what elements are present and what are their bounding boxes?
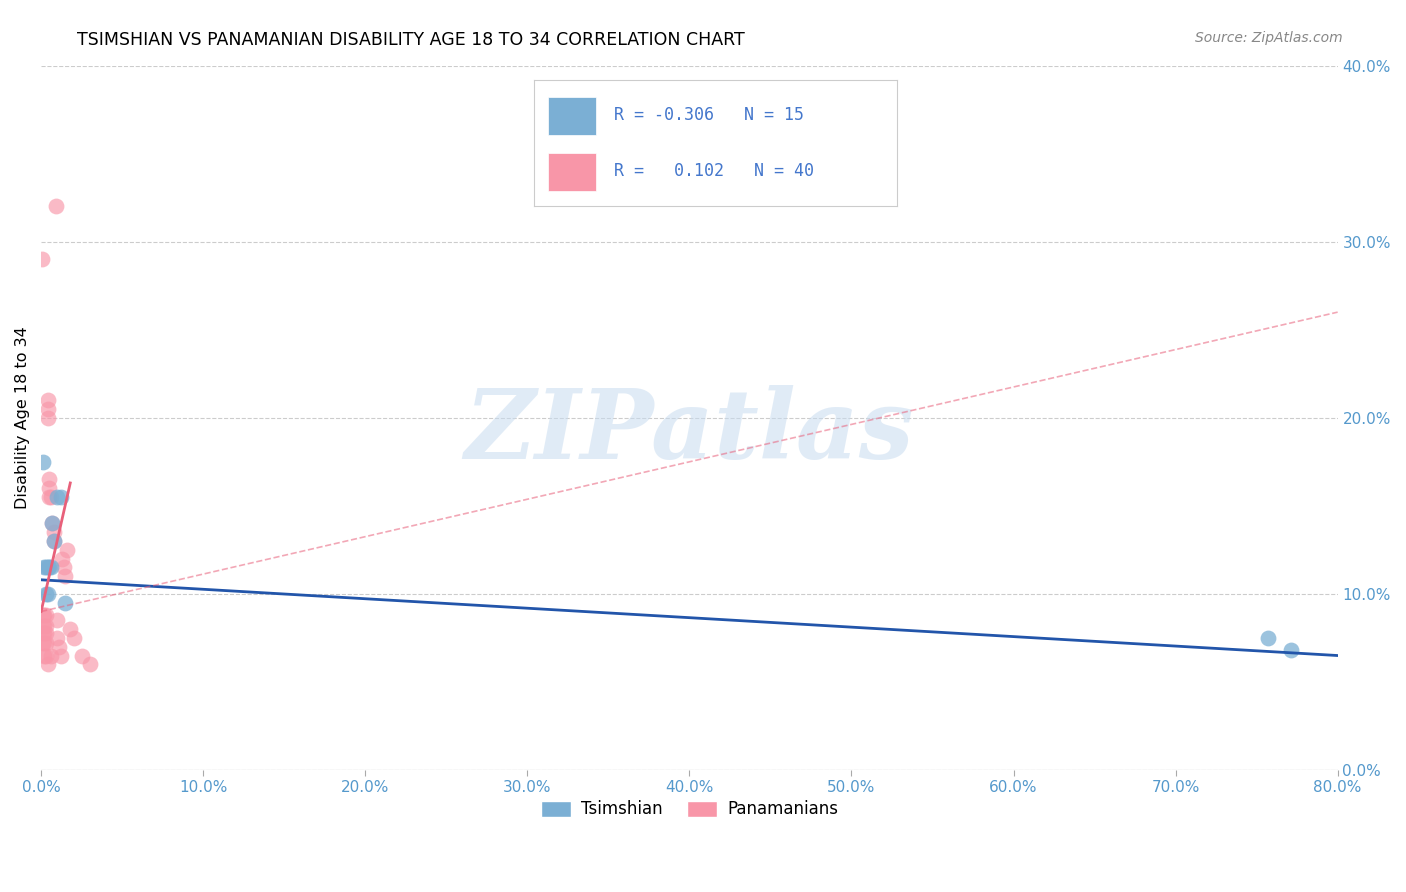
Text: ZIPatlas: ZIPatlas	[464, 384, 914, 479]
Point	[37, 410, 59, 425]
Point	[38, 472, 60, 486]
Point	[37, 402, 59, 417]
Point	[34, 636, 56, 650]
Point	[31, 618, 53, 632]
Point	[1257, 631, 1279, 645]
Point	[31, 607, 53, 622]
Y-axis label: Disability Age 18 to 34: Disability Age 18 to 34	[15, 326, 30, 509]
Point	[34, 648, 56, 663]
Point	[34, 560, 56, 574]
Point	[62, 631, 84, 645]
Point	[39, 490, 62, 504]
Point	[37, 657, 59, 672]
Point	[45, 199, 67, 213]
Point	[35, 625, 58, 640]
Text: TSIMSHIAN VS PANAMANIAN DISABILITY AGE 18 TO 34 CORRELATION CHART: TSIMSHIAN VS PANAMANIAN DISABILITY AGE 1…	[77, 31, 745, 49]
Point	[51, 551, 73, 566]
Point	[34, 607, 56, 622]
Legend: Tsimshian, Panamanians: Tsimshian, Panamanians	[534, 794, 845, 825]
Point	[56, 542, 79, 557]
Point	[46, 613, 69, 627]
Point	[55, 596, 77, 610]
Point	[37, 587, 59, 601]
Point	[31, 455, 53, 469]
Point	[38, 490, 60, 504]
Point	[42, 534, 65, 549]
Point	[49, 490, 72, 504]
Point	[38, 560, 60, 574]
Point	[55, 569, 77, 583]
Point	[34, 618, 56, 632]
Point	[35, 636, 58, 650]
Point	[42, 525, 65, 540]
Point	[49, 648, 72, 663]
Point	[31, 252, 53, 267]
Point	[39, 648, 62, 663]
Point	[46, 631, 69, 645]
Point	[42, 534, 65, 549]
Point	[1279, 643, 1302, 657]
Point	[41, 516, 63, 531]
Point	[38, 481, 60, 495]
Point	[37, 560, 59, 574]
Point	[35, 618, 58, 632]
Point	[48, 640, 70, 654]
Point	[35, 607, 58, 622]
Point	[31, 636, 53, 650]
Point	[59, 622, 82, 636]
Point	[41, 516, 63, 531]
Point	[46, 490, 69, 504]
Point	[37, 393, 59, 408]
Point	[39, 560, 62, 574]
Point	[70, 648, 93, 663]
Point	[35, 560, 58, 574]
Point	[35, 648, 58, 663]
Point	[79, 657, 101, 672]
Point	[34, 625, 56, 640]
Point	[35, 587, 58, 601]
Point	[31, 625, 53, 640]
Point	[52, 560, 75, 574]
Text: Source: ZipAtlas.com: Source: ZipAtlas.com	[1195, 31, 1343, 45]
